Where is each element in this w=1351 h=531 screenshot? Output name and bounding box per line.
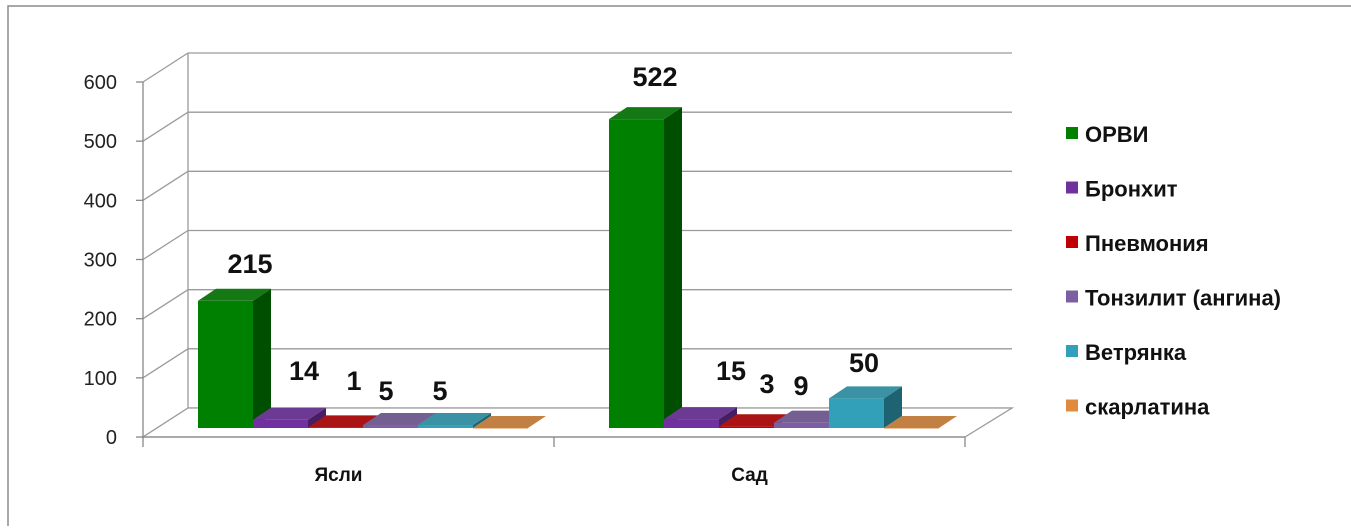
legend-label: скарлатина bbox=[1085, 395, 1210, 420]
legend-label: Пневмония bbox=[1085, 231, 1209, 256]
y-tick-label: 200 bbox=[84, 309, 117, 331]
legend-item: Ветрянка bbox=[1066, 340, 1187, 365]
legend-swatch bbox=[1066, 127, 1078, 139]
bar-top bbox=[884, 416, 957, 428]
bar-side bbox=[308, 407, 326, 428]
bar bbox=[829, 386, 902, 428]
y-tick-label: 500 bbox=[84, 131, 117, 153]
data-label: 5 bbox=[378, 376, 393, 406]
gridline-side bbox=[142, 170, 189, 201]
legend-swatch bbox=[1066, 399, 1078, 412]
data-label: 215 bbox=[227, 249, 272, 279]
bar-front bbox=[308, 427, 363, 428]
bar-top bbox=[664, 407, 737, 420]
bar-front bbox=[363, 425, 418, 428]
bar-top bbox=[253, 407, 326, 420]
legend-swatch bbox=[1066, 181, 1078, 194]
legend-label: ОРВИ bbox=[1085, 122, 1149, 147]
bars-layer bbox=[198, 107, 957, 429]
bar-front bbox=[664, 419, 719, 428]
bar-side bbox=[253, 288, 271, 428]
bar-front bbox=[198, 300, 253, 428]
legend-label: Бронхит bbox=[1085, 177, 1178, 202]
bar-side bbox=[884, 386, 902, 428]
gridline-side bbox=[142, 111, 189, 142]
legend-swatch bbox=[1066, 345, 1078, 357]
bar bbox=[418, 413, 491, 428]
bar-front bbox=[774, 422, 829, 428]
x-category-label: Ясли bbox=[315, 465, 363, 486]
bar-top bbox=[609, 107, 682, 120]
bar-top bbox=[363, 413, 436, 426]
bar-side bbox=[664, 107, 682, 429]
y-tick-label: 600 bbox=[84, 72, 117, 94]
bar-top bbox=[719, 414, 792, 427]
legend-swatch bbox=[1066, 236, 1078, 248]
bar bbox=[198, 288, 271, 428]
grid-layer bbox=[142, 52, 1012, 438]
y-tick-label: 400 bbox=[84, 190, 117, 212]
bar bbox=[884, 416, 957, 429]
bar-top bbox=[774, 410, 847, 423]
x-category-label: Сад bbox=[731, 465, 768, 486]
data-label: 15 bbox=[716, 356, 746, 386]
legend-item: ОРВИ bbox=[1066, 122, 1149, 147]
bar-front bbox=[884, 428, 939, 429]
bar-top bbox=[418, 413, 491, 426]
bar-side bbox=[473, 413, 491, 428]
bar bbox=[473, 416, 546, 429]
legend-item: скарлатина bbox=[1066, 395, 1210, 420]
data-label: 14 bbox=[289, 356, 319, 386]
bar-side bbox=[719, 407, 737, 428]
bar bbox=[609, 107, 682, 429]
legend-label: Ветрянка bbox=[1085, 340, 1187, 365]
y-tick-label: 100 bbox=[84, 368, 117, 390]
chart-border bbox=[7, 5, 1351, 531]
gridline-side bbox=[142, 289, 189, 320]
gridline-side bbox=[142, 52, 189, 83]
bar bbox=[253, 407, 326, 428]
bar-front bbox=[829, 398, 884, 428]
data-label: 3 bbox=[759, 369, 774, 399]
data-label: 522 bbox=[632, 62, 677, 92]
bar bbox=[664, 407, 737, 428]
legend-item: Бронхит bbox=[1066, 177, 1178, 202]
legend: ОРВИ Бронхит Пневмония Тонзилит (ангина) Вет… bbox=[1066, 122, 1281, 420]
y-tick-label: 0 bbox=[106, 427, 117, 449]
legend-item: Тонзилит (ангина) bbox=[1066, 286, 1281, 311]
data-label: 9 bbox=[793, 371, 808, 401]
legend-item: Пневмония bbox=[1066, 231, 1209, 256]
bar-top bbox=[308, 415, 381, 428]
bar-top bbox=[473, 416, 546, 428]
bar-front bbox=[609, 119, 664, 429]
bar-front bbox=[418, 425, 473, 428]
bar-front bbox=[253, 419, 308, 428]
bar-top bbox=[829, 386, 902, 399]
gridline-side bbox=[142, 229, 189, 261]
legend-label: Тонзилит (ангина) bbox=[1085, 286, 1281, 311]
bar-front bbox=[719, 426, 774, 428]
data-label: 50 bbox=[849, 348, 879, 378]
gridline-side bbox=[142, 348, 189, 379]
bar-front bbox=[473, 428, 528, 429]
legend-swatch bbox=[1066, 290, 1078, 303]
bar-top bbox=[198, 288, 271, 301]
axis-layer: 0 100 200 300 400 500 600 Ясли Сад bbox=[84, 72, 966, 486]
data-label: 1 bbox=[346, 366, 361, 396]
data-label: 5 bbox=[432, 376, 447, 406]
y-tick-label: 300 bbox=[84, 250, 117, 272]
